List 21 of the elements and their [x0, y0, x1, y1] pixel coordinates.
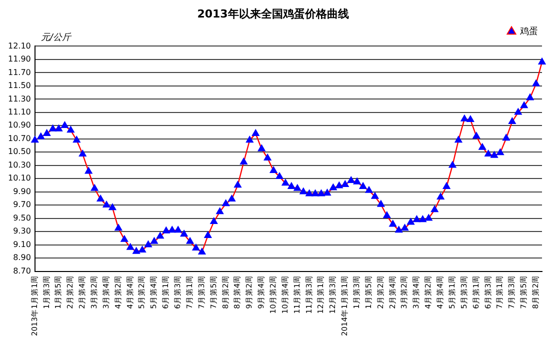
chart-title: 2013年以来全国鸡蛋价格曲线 [197, 7, 349, 20]
y-tick-label: 9.90 [13, 186, 31, 196]
y-tick-label: 10.10 [8, 174, 31, 183]
y-tick-label: 11.50 [8, 81, 31, 90]
y-tick-label: 10.70 [8, 134, 31, 143]
y-tick-label: 10.50 [8, 147, 31, 156]
y-tick-label: 10.30 [8, 160, 31, 170]
y-tick-label: 12.10 [8, 41, 31, 50]
y-tick-label: 9.50 [13, 213, 31, 222]
y-tick-label: 11.10 [8, 108, 31, 117]
y-tick-label: 8.90 [13, 253, 31, 262]
y-tick-label: 11.30 [8, 94, 31, 104]
y-tick-label: 9.30 [13, 226, 31, 236]
y-tick-label: 11.70 [8, 68, 31, 77]
legend-label: 鸡蛋 [519, 26, 538, 38]
y-tick-label: 9.10 [13, 240, 31, 249]
y-tick-label: 11.90 [8, 54, 31, 64]
y-tick-label: 8.70 [13, 266, 31, 276]
y-tick-label: 9.70 [13, 200, 31, 210]
y-axis-title: 元/公斤 [40, 32, 72, 44]
y-tick-label: 10.90 [8, 120, 31, 130]
